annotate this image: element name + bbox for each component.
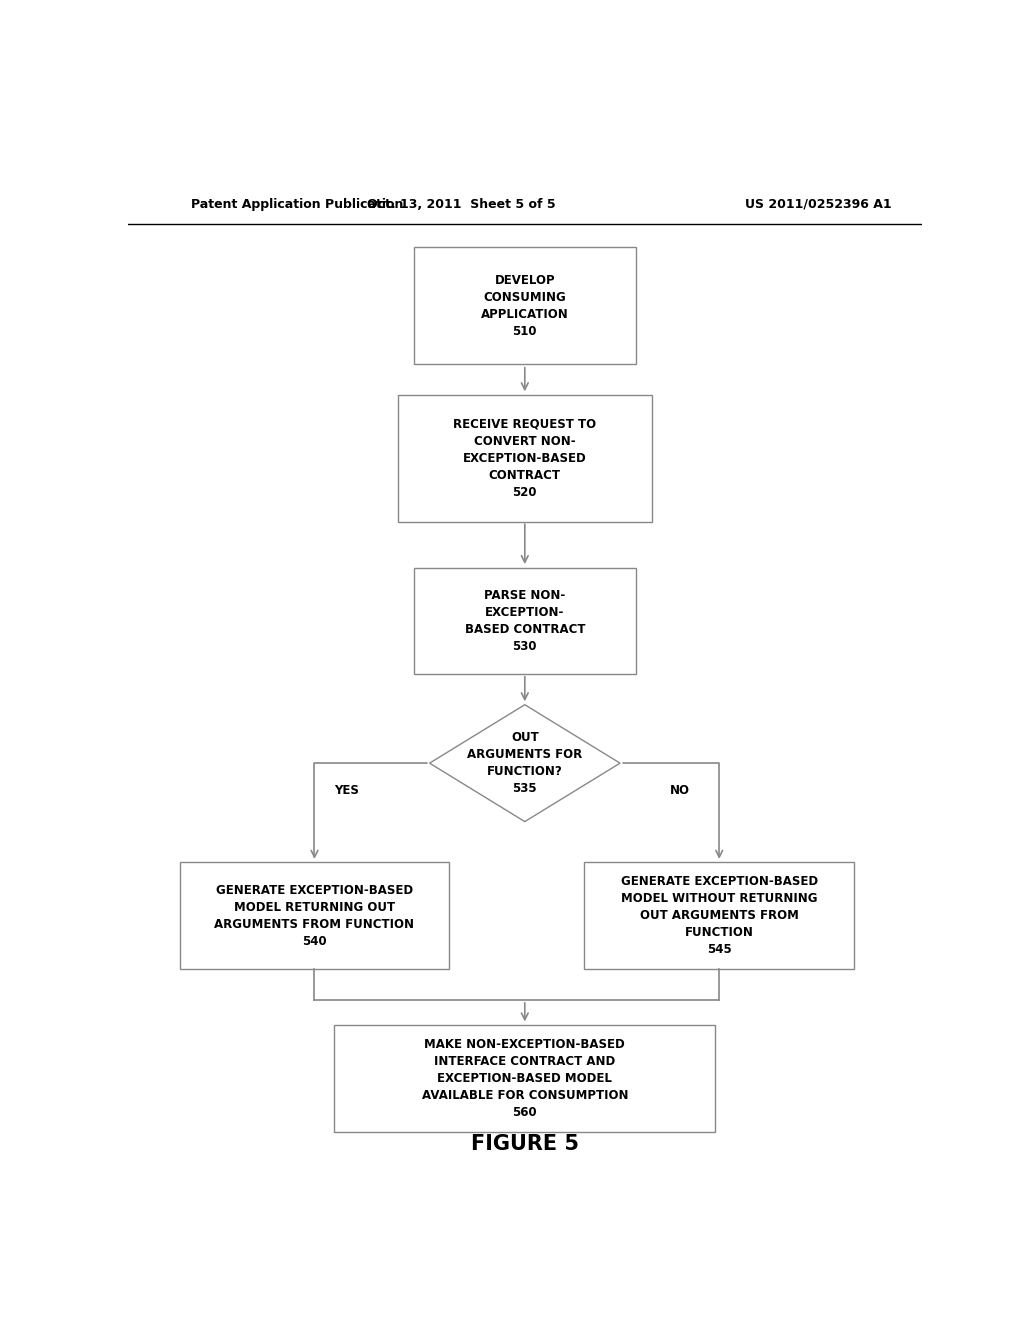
FancyBboxPatch shape — [397, 395, 651, 521]
Text: MAKE NON-EXCEPTION-BASED
INTERFACE CONTRACT AND
EXCEPTION-BASED MODEL
AVAILABLE : MAKE NON-EXCEPTION-BASED INTERFACE CONTR… — [422, 1038, 628, 1119]
Text: GENERATE EXCEPTION-BASED
MODEL RETURNING OUT
ARGUMENTS FROM FUNCTION
540: GENERATE EXCEPTION-BASED MODEL RETURNING… — [214, 883, 415, 948]
FancyBboxPatch shape — [414, 568, 636, 675]
Text: DEVELOP
CONSUMING
APPLICATION
510: DEVELOP CONSUMING APPLICATION 510 — [481, 273, 568, 338]
FancyBboxPatch shape — [334, 1024, 715, 1131]
Text: YES: YES — [334, 784, 358, 797]
Text: Patent Application Publication: Patent Application Publication — [191, 198, 403, 211]
Text: PARSE NON-
EXCEPTION-
BASED CONTRACT
530: PARSE NON- EXCEPTION- BASED CONTRACT 530 — [465, 589, 585, 653]
FancyBboxPatch shape — [179, 862, 450, 969]
FancyBboxPatch shape — [585, 862, 854, 969]
Polygon shape — [430, 705, 620, 821]
Text: US 2011/0252396 A1: US 2011/0252396 A1 — [745, 198, 892, 211]
Text: OUT
ARGUMENTS FOR
FUNCTION?
535: OUT ARGUMENTS FOR FUNCTION? 535 — [467, 731, 583, 795]
Text: FIGURE 5: FIGURE 5 — [471, 1134, 579, 1154]
Text: GENERATE EXCEPTION-BASED
MODEL WITHOUT RETURNING
OUT ARGUMENTS FROM
FUNCTION
545: GENERATE EXCEPTION-BASED MODEL WITHOUT R… — [621, 875, 818, 956]
Text: NO: NO — [670, 784, 689, 797]
Text: Oct. 13, 2011  Sheet 5 of 5: Oct. 13, 2011 Sheet 5 of 5 — [367, 198, 556, 211]
Text: RECEIVE REQUEST TO
CONVERT NON-
EXCEPTION-BASED
CONTRACT
520: RECEIVE REQUEST TO CONVERT NON- EXCEPTIO… — [454, 417, 596, 499]
FancyBboxPatch shape — [414, 247, 636, 364]
